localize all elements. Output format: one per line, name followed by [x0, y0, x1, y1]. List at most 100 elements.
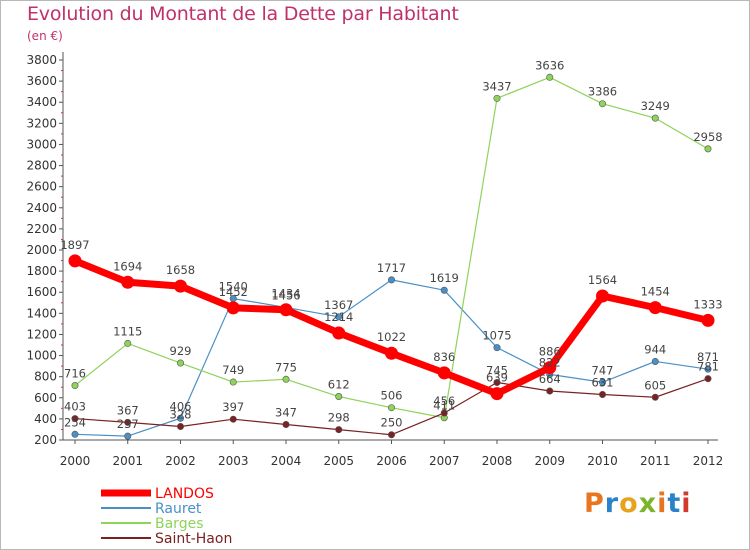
data-label-saint-haon: 605: [644, 378, 666, 392]
data-point-landos: [385, 346, 398, 360]
y-tick-label: 2200: [26, 222, 57, 236]
x-tick-label: 2012: [693, 454, 724, 468]
data-label-saint-haon: 367: [117, 403, 139, 417]
data-point-saint-haon: [177, 422, 185, 430]
data-label-landos: 1214: [324, 310, 353, 324]
y-tick-label: 3800: [26, 53, 57, 67]
data-label-saint-haon: 631: [592, 376, 614, 390]
y-tick-label: 400: [34, 412, 57, 426]
data-point-rauret: [71, 430, 79, 438]
data-label-landos: 886: [539, 345, 561, 359]
x-tick-label: 2004: [271, 454, 302, 468]
data-label-saint-haon: 328: [170, 407, 192, 421]
y-tick-label: 1000: [26, 349, 57, 363]
data-label-rauret: 1367: [324, 298, 353, 312]
data-label-landos: 639: [486, 371, 508, 385]
data-point-rauret: [493, 344, 501, 352]
y-tick-label: 2000: [26, 243, 57, 257]
data-label-saint-haon: 298: [328, 411, 350, 425]
data-label-rauret: 1075: [482, 329, 511, 343]
legend-label-barges: Barges: [155, 516, 204, 532]
legend-label-rauret: Rauret: [155, 501, 202, 517]
data-point-landos: [543, 361, 557, 375]
data-point-rauret: [335, 313, 343, 321]
data-point-saint-haon: [229, 415, 237, 423]
logo-letter: P: [584, 488, 605, 519]
data-label-saint-haon: 781: [697, 360, 719, 374]
data-point-rauret: [704, 365, 712, 373]
legend-label-saint-haon: Saint-Haon: [155, 531, 232, 547]
data-point-landos: [332, 326, 346, 340]
data-label-barges: 775: [275, 360, 297, 374]
data-label-landos: 1333: [693, 297, 722, 311]
logo-letter: i: [657, 488, 668, 519]
data-point-saint-haon: [546, 387, 554, 395]
data-point-barges: [177, 359, 185, 367]
data-label-barges: 3386: [588, 85, 617, 99]
data-label-landos: 1694: [113, 259, 142, 273]
data-label-barges: 716: [64, 367, 86, 381]
data-label-landos: 1434: [271, 287, 300, 301]
data-label-landos: 836: [433, 350, 455, 364]
data-label-rauret: 237: [117, 417, 139, 431]
data-label-barges: 411: [433, 399, 455, 413]
data-labels: 254 237 406 1540 1456 1367 1717 1619 1075 822 747 9…: [60, 58, 722, 431]
data-point-landos: [596, 289, 609, 303]
data-point-saint-haon: [282, 420, 290, 428]
data-point-saint-haon: [71, 415, 79, 423]
data-label-barges: 612: [328, 378, 350, 392]
data-point-landos: [226, 301, 240, 315]
legend-label-landos: LANDOS: [155, 486, 214, 502]
data-point-saint-haon: [598, 391, 606, 399]
y-tick-label: 1600: [26, 285, 57, 299]
logo-letter: x: [638, 488, 658, 519]
data-label-barges: 3636: [535, 58, 564, 72]
x-tick-label: 2009: [534, 454, 565, 468]
data-point-rauret: [651, 357, 659, 365]
logo-letter: r: [604, 488, 620, 519]
y-tick-label: 1800: [26, 264, 57, 278]
data-point-landos: [279, 303, 293, 317]
data-point-saint-haon: [704, 375, 712, 383]
logo-letter: o: [619, 488, 639, 519]
data-label-barges: 749: [222, 363, 244, 377]
data-label-saint-haon: 403: [64, 400, 86, 414]
data-point-saint-haon: [651, 393, 659, 401]
data-point-rauret: [440, 286, 448, 294]
x-tick-label: 2011: [640, 454, 671, 468]
data-label-saint-haon: 664: [539, 372, 561, 386]
x-tick-label: 2000: [60, 454, 91, 468]
data-point-barges: [651, 114, 659, 122]
data-point-barges: [124, 339, 132, 347]
data-label-landos: 1454: [641, 285, 670, 299]
x-tick-label: 2010: [587, 454, 618, 468]
data-label-rauret: 1456: [271, 288, 300, 302]
y-tick-label: 3200: [26, 116, 57, 130]
data-point-landos: [437, 366, 451, 380]
x-tick-label: 2003: [218, 454, 249, 468]
data-label-landos: 1452: [219, 285, 248, 299]
data-label-rauret: 1717: [377, 261, 406, 275]
data-label-rauret: 406: [170, 399, 192, 413]
x-tick-label: 2007: [429, 454, 460, 468]
y-tick-label: 3600: [26, 74, 57, 88]
data-label-saint-haon: 250: [381, 416, 403, 430]
data-point-saint-haon: [440, 409, 448, 417]
data-point-barges: [387, 404, 395, 412]
data-point-rauret: [598, 378, 606, 386]
y-tick-label: 3000: [26, 137, 57, 151]
y-tick-label: 3400: [26, 95, 57, 109]
data-label-saint-haon: 745: [486, 363, 508, 377]
data-label-landos: 1658: [166, 263, 195, 277]
data-label-rauret: 871: [697, 350, 719, 364]
data-label-barges: 3249: [641, 99, 670, 113]
data-label-barges: 929: [170, 344, 192, 358]
x-tick-label: 2008: [482, 454, 513, 468]
data-point-landos: [174, 279, 187, 293]
data-point-barges: [598, 100, 606, 108]
logo-letter: t: [667, 488, 682, 519]
y-tick-label: 800: [34, 370, 57, 384]
data-label-landos: 1022: [377, 330, 406, 344]
